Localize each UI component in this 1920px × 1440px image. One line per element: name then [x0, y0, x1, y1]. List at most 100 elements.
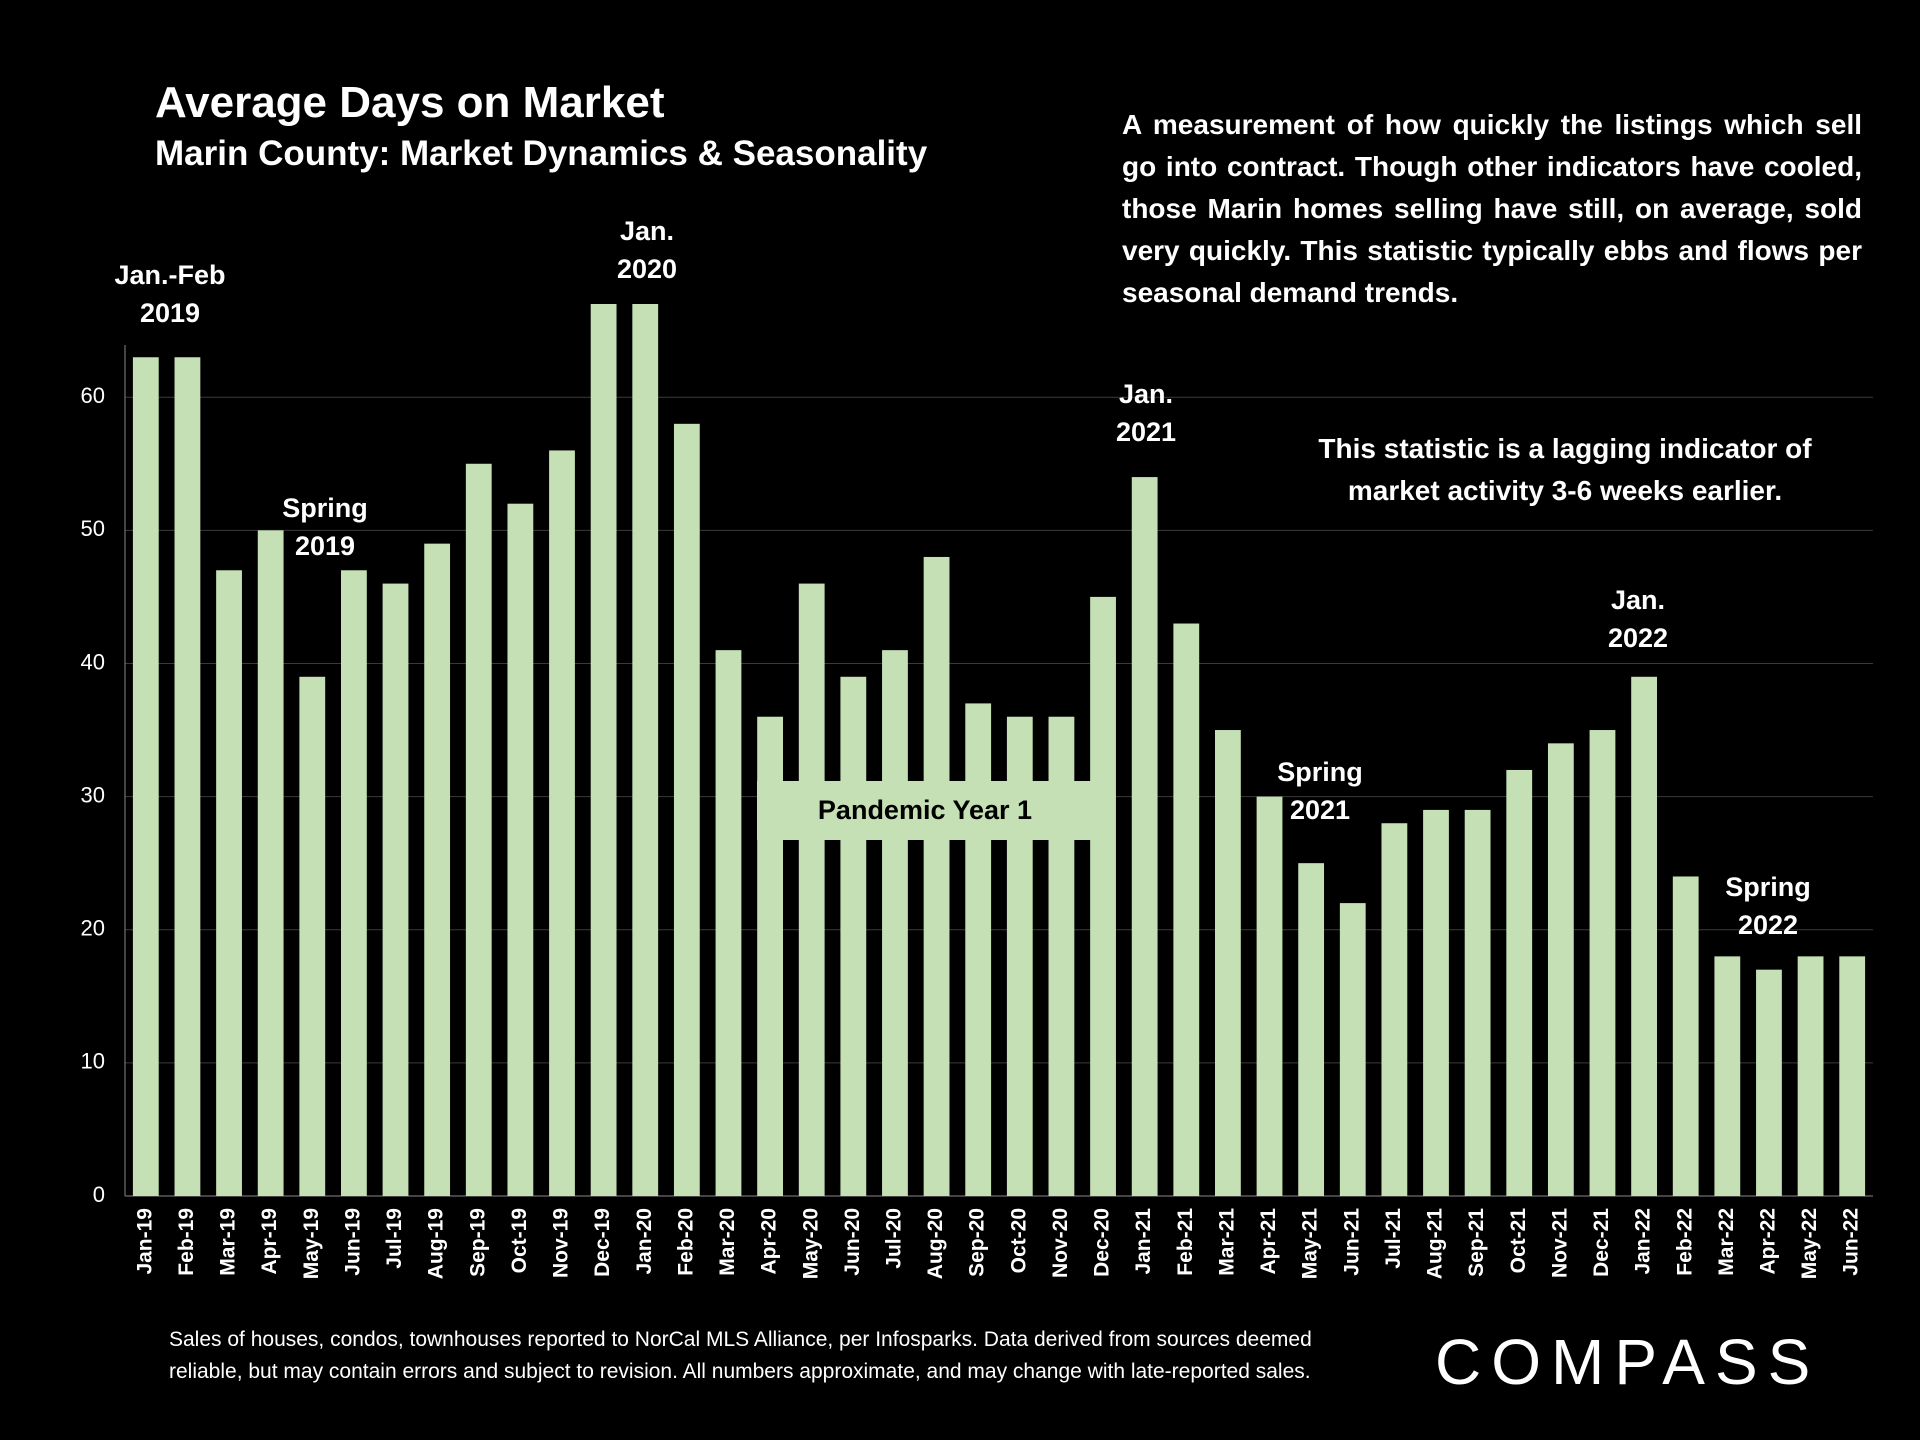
bar — [1714, 956, 1741, 1196]
x-tick-label: Aug-21 — [1424, 1208, 1447, 1279]
y-tick-label: 50 — [81, 516, 105, 541]
bar — [1131, 477, 1158, 1197]
annotation: Jan.-Feb — [114, 260, 225, 290]
bar — [257, 530, 284, 1196]
annotation: Spring — [282, 493, 368, 523]
x-tick-label: Feb-19 — [175, 1208, 198, 1276]
x-tick-label: Mar-20 — [716, 1208, 739, 1276]
bar — [1589, 730, 1616, 1196]
bar — [673, 423, 700, 1196]
x-tick-label: Oct-19 — [508, 1208, 531, 1273]
annotation: 2022 — [1608, 623, 1668, 653]
bar — [299, 676, 326, 1196]
annotation: 2021 — [1116, 417, 1176, 447]
bar — [382, 583, 409, 1196]
bar — [341, 570, 367, 1196]
y-tick-label: 0 — [93, 1182, 105, 1207]
x-tick-label: Apr-21 — [1257, 1208, 1280, 1275]
x-tick-label: May-22 — [1798, 1208, 1821, 1279]
bar — [465, 463, 492, 1196]
note: This statistic is a lagging indicator of… — [1318, 433, 1812, 506]
bar — [1672, 876, 1699, 1196]
x-tick-label: Apr-20 — [758, 1208, 781, 1275]
x-tick-label: Jan-19 — [133, 1208, 156, 1275]
x-tick-label: Nov-20 — [1049, 1208, 1072, 1278]
bar — [1215, 730, 1241, 1196]
chart-subtitle: Marin County: Market Dynamics & Seasonal… — [155, 134, 928, 173]
bar — [174, 357, 201, 1196]
bar — [1381, 823, 1408, 1196]
y-tick-label: 20 — [81, 916, 105, 941]
bar — [1506, 769, 1533, 1196]
x-tick-label: Nov-19 — [550, 1208, 573, 1278]
x-tick-label: Jan-21 — [1132, 1208, 1155, 1275]
x-tick-label: Aug-20 — [924, 1208, 947, 1279]
x-tick-label: Dec-21 — [1590, 1208, 1613, 1277]
annotation: 2021 — [1290, 795, 1350, 825]
bar — [632, 304, 659, 1196]
bar — [840, 676, 867, 1196]
x-tick-label: Jun-22 — [1840, 1208, 1863, 1276]
bar — [923, 556, 950, 1196]
x-tick-label: May-21 — [1299, 1208, 1322, 1280]
annotation: Jan. — [1119, 379, 1173, 409]
bar — [1631, 676, 1657, 1196]
x-tick-label: Sep-20 — [966, 1208, 989, 1277]
bar — [1256, 796, 1283, 1196]
bar — [1464, 809, 1491, 1196]
bar — [715, 650, 742, 1196]
x-tick-label: Apr-22 — [1756, 1208, 1779, 1275]
x-tick-label: May-19 — [300, 1208, 323, 1279]
bar — [1839, 956, 1866, 1196]
x-tick-label: Sep-19 — [466, 1208, 489, 1277]
band-label: Pandemic Year 1 — [818, 795, 1032, 825]
description: A measurement of how quickly the listing… — [1122, 109, 1862, 308]
bar — [1797, 956, 1824, 1196]
x-tick-label: Feb-21 — [1174, 1208, 1197, 1276]
annotation: 2019 — [140, 298, 200, 328]
x-tick-label: Jul-20 — [882, 1208, 905, 1269]
x-tick-label: Dec-20 — [1091, 1208, 1114, 1277]
bar — [798, 583, 825, 1196]
bar — [132, 357, 159, 1196]
x-tick-label: Nov-21 — [1548, 1208, 1571, 1278]
x-tick-label: Jun-19 — [341, 1208, 364, 1276]
y-tick-label: 10 — [81, 1049, 105, 1074]
x-tick-label: Mar-21 — [1215, 1208, 1238, 1276]
bar — [1090, 596, 1116, 1196]
x-tick-label: Mar-19 — [217, 1208, 240, 1276]
y-tick-label: 60 — [81, 383, 105, 408]
x-tick-label: Feb-20 — [674, 1208, 697, 1276]
x-tick-label: Feb-22 — [1673, 1208, 1696, 1276]
x-tick-label: Jul-19 — [383, 1208, 406, 1269]
annotation: Spring — [1277, 757, 1363, 787]
bar — [1298, 863, 1325, 1196]
x-tick-label: Mar-22 — [1715, 1208, 1738, 1276]
x-tick-label: Oct-20 — [1007, 1208, 1030, 1273]
y-tick-label: 30 — [81, 782, 105, 807]
chart-title: Average Days on Market — [155, 78, 665, 127]
annotation: Jan. — [1611, 585, 1665, 615]
x-tick-label: Apr-19 — [258, 1208, 281, 1275]
footnote: Sales of houses, condos, townhouses repo… — [169, 1328, 1312, 1383]
bar — [549, 450, 575, 1196]
band-box — [757, 781, 1092, 840]
bar — [965, 703, 992, 1196]
logo: COMPASS — [1435, 1326, 1821, 1398]
annotation: Spring — [1725, 872, 1811, 902]
x-tick-label: May-20 — [799, 1208, 822, 1279]
x-tick-label: Jan-22 — [1632, 1208, 1655, 1275]
x-tick-label: Jun-21 — [1340, 1208, 1363, 1276]
x-tick-label: Jul-21 — [1382, 1208, 1405, 1269]
x-tick-label: Aug-19 — [425, 1208, 448, 1279]
bar — [1173, 623, 1200, 1196]
bar — [590, 304, 617, 1196]
bar — [424, 543, 451, 1196]
bar — [1756, 969, 1782, 1196]
bar — [1339, 903, 1366, 1196]
bar — [882, 650, 908, 1196]
annotation: 2022 — [1738, 910, 1798, 940]
x-tick-label: Oct-21 — [1507, 1208, 1530, 1274]
